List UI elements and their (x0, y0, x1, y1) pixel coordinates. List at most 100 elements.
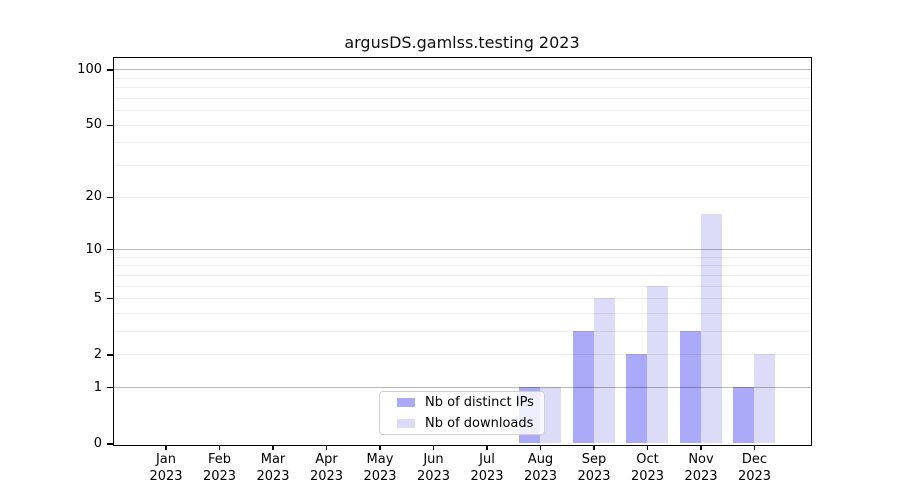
y-tick-mark-20 (106, 196, 113, 198)
x-tick-month: Sep (581, 452, 607, 467)
bar-nb-of-distinct-ips-oct (626, 354, 647, 444)
x-tick-year: 2023 (630, 468, 665, 484)
gridline-minor-7 (113, 274, 811, 276)
bar-nb-of-downloads-oct (647, 285, 668, 444)
x-tick-month: Aug (527, 452, 554, 467)
legend-swatch-distinct-ips-icon (397, 398, 415, 407)
y-tick-mark-100 (106, 69, 113, 71)
x-tick-month: Nov (688, 452, 714, 467)
gridline-minor-90 (113, 77, 811, 79)
y-tick-label-20: 20 (85, 189, 102, 205)
x-tick-mark-may (379, 445, 381, 450)
x-tick-month: Apr (315, 452, 338, 467)
x-tick-year: 2023 (149, 468, 183, 484)
y-tick-mark-10 (106, 248, 113, 251)
y-tick-mark-2 (106, 354, 113, 356)
bar-nb-of-distinct-ips-dec (733, 387, 754, 444)
x-tick-year: 2023 (202, 468, 237, 484)
x-tick-label-mar: Mar 2023 (243, 452, 303, 485)
y-tick-mark-1 (106, 387, 113, 389)
x-tick-label-apr: Apr 2023 (297, 452, 357, 485)
x-tick-mark-sep (593, 445, 595, 450)
y-tick-label-100: 100 (77, 61, 102, 77)
y-tick-mark-0 (106, 443, 113, 445)
x-tick-mark-jan (165, 445, 167, 450)
y-tick-label-2: 2 (93, 346, 102, 362)
y-tick-label-5: 5 (93, 290, 102, 306)
x-tick-year: 2023 (470, 468, 504, 484)
x-tick-month: May (366, 452, 394, 467)
bar-nb-of-downloads-nov (700, 213, 722, 444)
legend-entry-distinct-ips: Nb of distinct IPs (397, 394, 544, 412)
y-tick-mark-50 (106, 124, 113, 126)
legend-swatch-downloads-icon (397, 419, 415, 428)
x-tick-year: 2023 (256, 468, 290, 484)
x-tick-year: 2023 (737, 468, 772, 484)
x-tick-mark-jul (486, 445, 488, 450)
y-tick-label-1: 1 (93, 379, 102, 395)
y-tick-label-50: 50 (85, 117, 102, 133)
y-tick-mark-5 (106, 298, 113, 300)
plot-area (112, 56, 812, 446)
gridline-minor-30 (113, 165, 811, 167)
chart-title: argusDS.gamlss.testing 2023 (344, 33, 580, 52)
bar-nb-of-distinct-ips-nov (679, 331, 701, 444)
x-tick-label-jul: Jul 2023 (457, 452, 517, 485)
x-tick-year: 2023 (523, 468, 558, 484)
x-tick-mark-jun (432, 445, 435, 450)
x-tick-mark-apr (325, 445, 328, 450)
gridline-major-1 (113, 387, 811, 389)
x-tick-month: Jul (479, 452, 495, 467)
x-tick-label-oct: Oct 2023 (618, 452, 678, 485)
gridline-minor-3 (113, 331, 811, 333)
gridline-minor-70 (113, 97, 811, 99)
gridline-minor-20 (113, 196, 811, 198)
x-tick-year: 2023 (363, 468, 397, 484)
x-tick-label-nov: Nov 2023 (671, 452, 731, 485)
x-tick-mark-mar (272, 445, 274, 450)
x-tick-year: 2023 (309, 468, 344, 484)
x-tick-label-feb: Feb 2023 (190, 452, 250, 485)
bar-nb-of-downloads-sep (593, 298, 615, 444)
x-tick-label-dec: Dec 2023 (725, 452, 785, 485)
gridline-minor-5 (113, 298, 811, 300)
gridline-minor-40 (113, 142, 811, 144)
x-tick-mark-dec (753, 445, 756, 450)
legend-label-downloads: Nb of downloads (425, 416, 534, 431)
gridline-minor-60 (113, 110, 811, 112)
x-tick-label-aug: Aug 2023 (511, 452, 571, 485)
x-tick-month: Mar (260, 452, 286, 467)
gridline-minor-80 (113, 87, 811, 89)
y-tick-label-10: 10 (85, 241, 102, 257)
gridline-minor-9 (113, 256, 811, 258)
gridline-minor-50 (113, 124, 811, 126)
legend-entry-downloads: Nb of downloads (397, 415, 544, 433)
x-tick-month: Feb (207, 452, 232, 467)
x-tick-label-may: May 2023 (350, 452, 410, 485)
x-tick-mark-aug (539, 445, 542, 450)
x-tick-year: 2023 (684, 468, 718, 484)
x-tick-mark-feb (218, 445, 221, 450)
bar-nb-of-downloads-dec (754, 354, 775, 444)
gridline-minor-6 (113, 285, 811, 287)
x-tick-mark-oct (646, 445, 649, 450)
x-tick-year: 2023 (416, 468, 451, 484)
x-tick-month: Oct (636, 452, 659, 467)
gridline-major-10 (113, 249, 811, 251)
bar-nb-of-distinct-ips-sep (572, 331, 594, 444)
x-tick-mark-nov (700, 445, 702, 450)
legend: Nb of distinct IPs Nb of downloads (379, 391, 545, 435)
legend-label-distinct-ips: Nb of distinct IPs (425, 395, 534, 410)
x-tick-year: 2023 (577, 468, 611, 484)
y-tick-label-0: 0 (93, 436, 102, 451)
x-tick-label-jan: Jan 2023 (136, 452, 196, 485)
bar-nb-of-downloads-aug (540, 387, 561, 444)
x-tick-label-jun: Jun 2023 (404, 452, 464, 485)
gridline-major-100 (113, 69, 811, 71)
x-tick-month: Dec (741, 452, 768, 467)
gridline-minor-4 (113, 313, 811, 315)
x-tick-month: Jun (423, 452, 444, 467)
gridline-minor-8 (113, 265, 811, 267)
gridline-minor-2 (113, 354, 811, 356)
